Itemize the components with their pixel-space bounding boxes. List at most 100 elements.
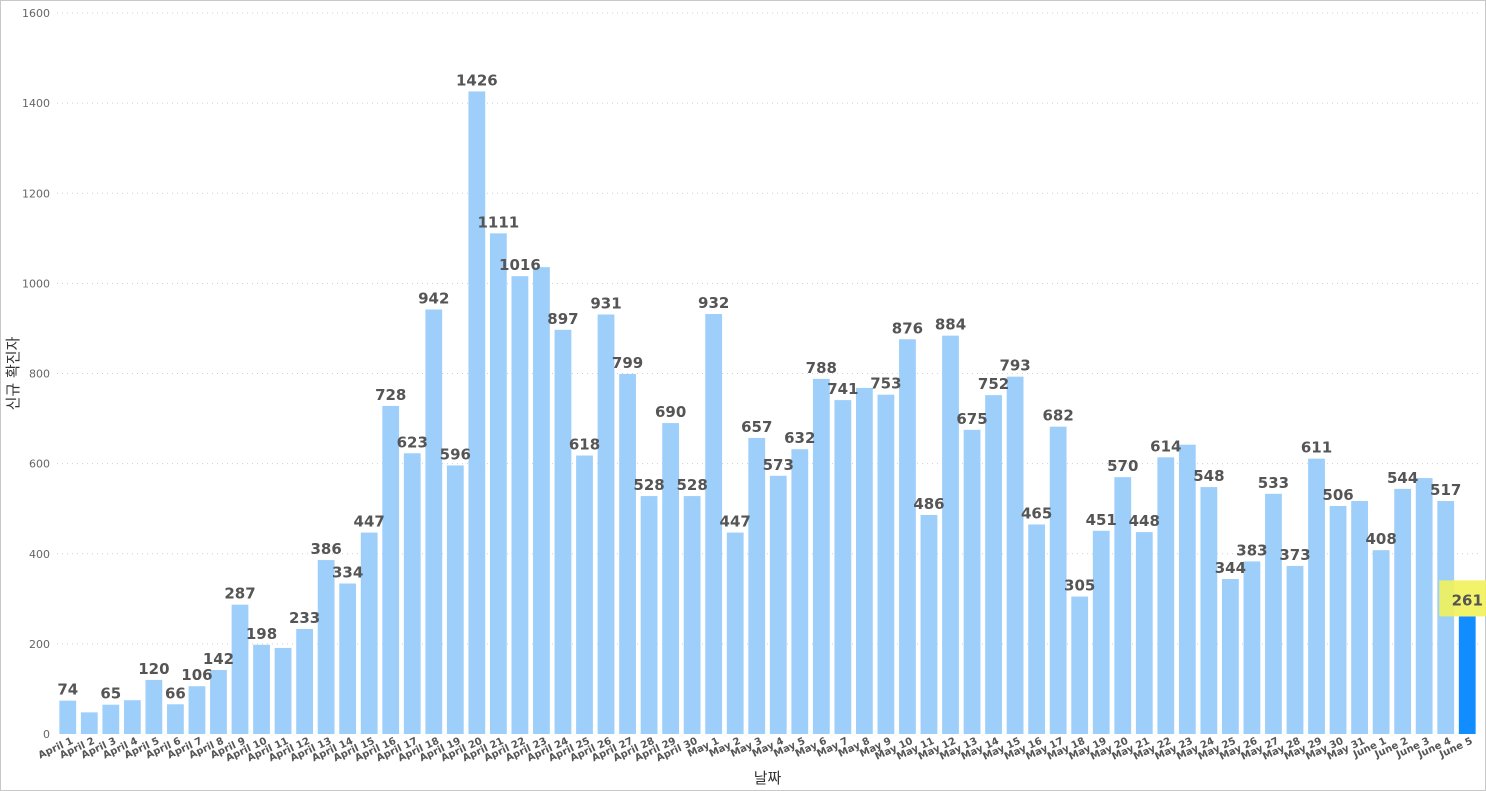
data-label: 386 <box>310 540 341 558</box>
data-label: 942 <box>418 290 449 308</box>
bar[interactable] <box>1135 532 1153 734</box>
data-label: 596 <box>440 445 471 463</box>
bar[interactable] <box>188 686 206 734</box>
data-label: 408 <box>1365 530 1396 548</box>
data-label: 261 <box>1452 591 1483 609</box>
bar[interactable] <box>985 395 1002 734</box>
bar[interactable] <box>231 604 249 734</box>
bar[interactable] <box>296 629 313 734</box>
bar[interactable] <box>877 394 895 734</box>
data-label: 793 <box>999 357 1030 375</box>
bar[interactable] <box>1114 477 1132 734</box>
bar[interactable] <box>662 423 680 734</box>
data-label: 570 <box>1107 457 1138 475</box>
bar[interactable] <box>705 314 723 734</box>
bar[interactable] <box>1049 426 1067 734</box>
bar[interactable] <box>920 514 938 734</box>
bar[interactable] <box>339 583 357 734</box>
y-tick-label: 400 <box>29 548 50 561</box>
bar[interactable] <box>489 233 507 734</box>
data-label: 447 <box>720 513 751 531</box>
bar[interactable] <box>791 449 809 734</box>
bar[interactable] <box>855 387 873 734</box>
bar[interactable] <box>210 670 227 734</box>
data-label: 198 <box>246 625 277 643</box>
data-label: 788 <box>806 359 837 377</box>
bar[interactable] <box>1286 565 1304 734</box>
bar[interactable] <box>683 496 701 734</box>
bar[interactable] <box>1351 501 1368 734</box>
bar-highlighted[interactable] <box>1458 616 1476 734</box>
bar[interactable] <box>1243 561 1261 734</box>
bar[interactable] <box>382 405 400 734</box>
y-axis-ticks: 0 200 400 600 800 1000 1200 1400 1600 <box>22 7 50 741</box>
bar[interactable] <box>1415 478 1433 734</box>
bar[interactable] <box>123 700 141 734</box>
bar[interactable] <box>963 429 981 734</box>
bar[interactable] <box>1028 524 1046 734</box>
data-label: 884 <box>935 316 966 334</box>
bar[interactable] <box>1372 550 1390 734</box>
bar[interactable] <box>533 267 550 734</box>
bar[interactable] <box>1200 487 1218 734</box>
bar[interactable] <box>1329 505 1347 734</box>
data-label: 618 <box>569 436 600 454</box>
bar[interactable] <box>812 378 830 734</box>
bar[interactable] <box>1157 457 1175 734</box>
bar[interactable] <box>167 704 184 734</box>
bar[interactable] <box>748 437 766 734</box>
bar[interactable] <box>1265 493 1282 734</box>
bar[interactable] <box>597 314 615 734</box>
bar[interactable] <box>1437 501 1455 734</box>
bar[interactable] <box>1308 458 1325 734</box>
bar[interactable] <box>145 679 163 734</box>
bar[interactable] <box>102 704 120 734</box>
bar[interactable] <box>80 712 98 734</box>
data-label: 548 <box>1193 467 1224 485</box>
bar[interactable] <box>640 496 658 734</box>
y-tick-label: 1000 <box>22 277 50 290</box>
data-label: 344 <box>1215 559 1246 577</box>
data-label: 657 <box>741 418 772 436</box>
data-label: 573 <box>763 456 794 474</box>
data-label: 106 <box>181 666 212 684</box>
bar[interactable] <box>899 339 916 734</box>
bar[interactable] <box>253 644 270 734</box>
data-label: 544 <box>1387 469 1418 487</box>
data-label: 614 <box>1150 437 1181 455</box>
bar[interactable] <box>1092 530 1110 734</box>
bar[interactable] <box>726 532 744 734</box>
bar[interactable] <box>1394 488 1412 734</box>
bar[interactable] <box>425 309 443 734</box>
bar[interactable] <box>619 373 636 734</box>
data-label: 486 <box>913 495 944 513</box>
y-tick-label: 800 <box>29 368 50 381</box>
data-label: 465 <box>1021 504 1052 522</box>
bar[interactable] <box>403 453 421 734</box>
bar[interactable] <box>942 335 959 734</box>
bars <box>59 91 1476 734</box>
bar[interactable] <box>446 465 464 734</box>
bar[interactable] <box>769 475 787 734</box>
bar[interactable] <box>834 400 852 734</box>
bar[interactable] <box>1178 444 1196 734</box>
bar[interactable] <box>59 700 77 734</box>
bar[interactable] <box>1071 596 1089 734</box>
data-label: 752 <box>978 375 1009 393</box>
bar[interactable] <box>576 455 593 734</box>
y-tick-label: 600 <box>29 458 50 471</box>
data-label: 690 <box>655 403 686 421</box>
bar[interactable] <box>468 91 486 734</box>
bar[interactable] <box>360 532 378 734</box>
data-label: 897 <box>547 310 578 328</box>
data-label: 623 <box>397 433 428 451</box>
bar[interactable] <box>274 647 292 734</box>
bar[interactable] <box>554 329 572 734</box>
bar[interactable] <box>1006 376 1024 734</box>
bar[interactable] <box>1222 578 1239 734</box>
bar[interactable] <box>511 276 529 734</box>
data-label: 334 <box>332 563 363 581</box>
bar[interactable] <box>317 560 335 734</box>
